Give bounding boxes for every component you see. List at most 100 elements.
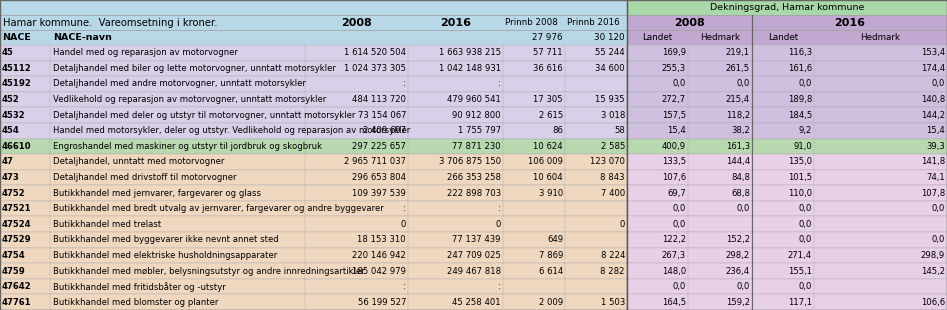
Text: 8 282: 8 282 (600, 267, 625, 276)
Text: 107,6: 107,6 (662, 173, 686, 182)
Text: Detaljhandel med drivstoff til motorvogner: Detaljhandel med drivstoff til motorvogn… (53, 173, 237, 182)
Bar (0, 263, 627, 279)
Bar (0, 45, 627, 60)
Text: 77 137 439: 77 137 439 (453, 235, 501, 244)
Text: 247 709 025: 247 709 025 (447, 251, 501, 260)
Text: 400,9: 400,9 (662, 142, 686, 151)
Text: Butikkhandel med byggevarer ikke nevnt annet sted: Butikkhandel med byggevarer ikke nevnt a… (53, 235, 278, 244)
Text: 45112: 45112 (2, 64, 32, 73)
Text: 15,4: 15,4 (926, 126, 945, 135)
Text: 34 600: 34 600 (596, 64, 625, 73)
Text: 141,8: 141,8 (920, 157, 945, 166)
Text: 473: 473 (2, 173, 20, 182)
Text: 116,3: 116,3 (788, 48, 812, 57)
Text: 47524: 47524 (2, 220, 31, 229)
Text: :: : (403, 282, 406, 291)
Text: 106 009: 106 009 (528, 157, 563, 166)
Bar (0, 154, 627, 170)
Text: NACE: NACE (2, 33, 31, 42)
Text: 0,0: 0,0 (932, 204, 945, 213)
Text: 452: 452 (2, 95, 20, 104)
Text: 479 960 541: 479 960 541 (447, 95, 501, 104)
Text: 0: 0 (619, 220, 625, 229)
Text: 271,4: 271,4 (788, 251, 812, 260)
Text: 2 585: 2 585 (600, 142, 625, 151)
Text: 174,4: 174,4 (920, 64, 945, 73)
Text: 484 113 720: 484 113 720 (352, 95, 406, 104)
Text: 122,2: 122,2 (662, 235, 686, 244)
Bar (0, 232, 627, 248)
Text: 4759: 4759 (2, 267, 26, 276)
Text: Dekningsgrad, Hamar kommune: Dekningsgrad, Hamar kommune (710, 3, 865, 12)
Text: 45 258 401: 45 258 401 (453, 298, 501, 307)
Text: 140,8: 140,8 (920, 95, 945, 104)
Text: 107,8: 107,8 (920, 188, 945, 197)
Bar (627, 60, 947, 76)
Text: 86: 86 (552, 126, 563, 135)
Text: 219,1: 219,1 (725, 48, 750, 57)
Text: 454: 454 (2, 126, 20, 135)
Text: 1 503: 1 503 (600, 298, 625, 307)
Text: 261,5: 261,5 (725, 64, 750, 73)
Text: 297 225 657: 297 225 657 (352, 142, 406, 151)
Text: 6 614: 6 614 (539, 267, 563, 276)
Text: 0,0: 0,0 (798, 204, 812, 213)
Text: 0,0: 0,0 (737, 282, 750, 291)
Text: 0,0: 0,0 (672, 79, 686, 88)
Text: Butikkhandel med møbler, belysningsutstyr og andre innredningsartikler: Butikkhandel med møbler, belysningsutsty… (53, 267, 365, 276)
Text: 77 871 230: 77 871 230 (453, 142, 501, 151)
Text: 272,7: 272,7 (662, 95, 686, 104)
Text: 27 976: 27 976 (532, 33, 563, 42)
Text: Landet: Landet (768, 33, 798, 42)
Text: :: : (498, 204, 501, 213)
Text: 1 614 520 504: 1 614 520 504 (344, 48, 406, 57)
Text: 0,0: 0,0 (672, 282, 686, 291)
Text: 39,3: 39,3 (926, 142, 945, 151)
Text: 10 624: 10 624 (533, 142, 563, 151)
Text: 0,0: 0,0 (798, 282, 812, 291)
Text: 90 912 800: 90 912 800 (453, 111, 501, 120)
Text: Detaljhandel med biler og lette motorvogner, unntatt motorsykler: Detaljhandel med biler og lette motorvog… (53, 64, 336, 73)
Bar (627, 154, 947, 170)
Text: 38,2: 38,2 (731, 126, 750, 135)
Text: Hedmark: Hedmark (861, 33, 901, 42)
Text: 1 663 938 215: 1 663 938 215 (438, 48, 501, 57)
Text: 118,2: 118,2 (725, 111, 750, 120)
Text: 144,4: 144,4 (725, 157, 750, 166)
Text: 8 224: 8 224 (600, 251, 625, 260)
Text: 69,7: 69,7 (668, 188, 686, 197)
Bar (0, 279, 627, 294)
Text: 2 615: 2 615 (539, 111, 563, 120)
Text: 106,6: 106,6 (920, 298, 945, 307)
Text: NACE-navn: NACE-navn (53, 33, 112, 42)
Text: 157,5: 157,5 (662, 111, 686, 120)
Text: Butikkhandel med trelast: Butikkhandel med trelast (53, 220, 161, 229)
Text: 0,0: 0,0 (798, 235, 812, 244)
Text: 159,2: 159,2 (725, 298, 750, 307)
Text: 3 910: 3 910 (539, 188, 563, 197)
Text: 9,2: 9,2 (798, 126, 812, 135)
Text: Engroshandel med maskiner og utstyr til jordbruk og skogbruk: Engroshandel med maskiner og utstyr til … (53, 142, 322, 151)
Bar (627, 279, 947, 294)
Text: 10 604: 10 604 (533, 173, 563, 182)
Bar (0, 76, 627, 92)
Text: 0: 0 (495, 220, 501, 229)
Text: Butikkhandel med fritidsbåter og -utstyr: Butikkhandel med fritidsbåter og -utstyr (53, 282, 225, 292)
Text: 296 653 804: 296 653 804 (352, 173, 406, 182)
Text: 0,0: 0,0 (737, 79, 750, 88)
Text: 55 244: 55 244 (596, 48, 625, 57)
Text: 0,0: 0,0 (737, 204, 750, 213)
Bar (627, 76, 947, 92)
Text: 117,1: 117,1 (788, 298, 812, 307)
Text: 56 199 527: 56 199 527 (358, 298, 406, 307)
Text: 7 869: 7 869 (539, 251, 563, 260)
Bar (627, 248, 947, 263)
Text: 144,2: 144,2 (920, 111, 945, 120)
Bar (627, 107, 947, 123)
Bar (627, 201, 947, 216)
Text: 249 467 818: 249 467 818 (447, 267, 501, 276)
Text: 47: 47 (2, 157, 14, 166)
Text: Handel med og reparasjon av motorvogner: Handel med og reparasjon av motorvogner (53, 48, 238, 57)
Text: 184,5: 184,5 (788, 111, 812, 120)
Text: 4752: 4752 (2, 188, 26, 197)
